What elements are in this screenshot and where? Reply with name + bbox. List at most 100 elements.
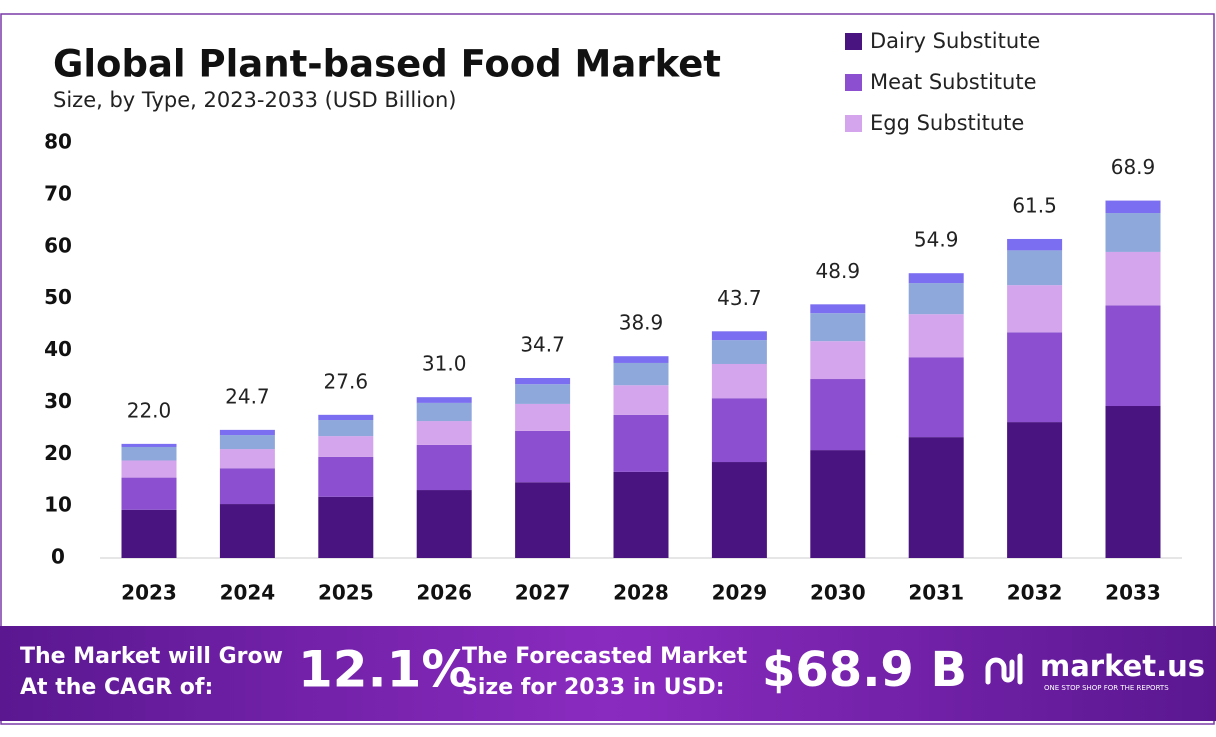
bar-segment [1105,213,1161,252]
x-tick-label: 2030 [810,581,866,605]
bar-segment [1105,305,1161,407]
total-label: 24.7 [225,384,270,408]
bar-segment [613,414,669,472]
total-label: 38.9 [619,311,664,335]
y-tick-label: 0 [51,545,65,569]
footer-band [0,626,1216,721]
bar-segment [318,414,374,421]
forecast-text: Size for 2033 in USD: [462,675,725,700]
chart-subtitle: Size, by Type, 2023-2033 (USD Billion) [53,88,456,112]
y-tick-label: 60 [44,233,72,257]
bar-segment [318,420,374,437]
bar-segment [219,435,275,450]
x-tick-label: 2028 [613,581,669,605]
y-tick-label: 10 [44,493,72,517]
bar-segment [515,482,571,558]
bar-segment [318,456,374,497]
bar-segment [810,313,866,342]
legend-swatch [845,74,862,91]
bar-segment [121,443,177,447]
bar-segment [219,449,275,469]
logo: market.us [1040,649,1205,683]
y-tick-label: 40 [44,337,72,361]
bar-segment [711,340,767,364]
y-tick-label: 70 [44,181,72,205]
total-label: 43.7 [717,286,762,310]
logo-tagline: ONE STOP SHOP FOR THE REPORTS [1044,684,1169,692]
bar-segment [1105,406,1161,558]
bar-segment [810,341,866,380]
x-tick-label: 2027 [515,581,571,605]
forecast-value: $68.9 B [762,642,967,698]
total-label: 68.9 [1111,155,1156,179]
bar-segment [515,377,571,385]
bar-segment [416,397,472,403]
bar-segment [810,379,866,451]
bar-segment [1007,285,1063,333]
bar-segment [810,450,866,558]
bar-segment [121,446,177,461]
bar-segment [810,304,866,314]
bar-segment [908,283,964,315]
bar-segment [908,273,964,284]
x-tick-label: 2024 [220,581,276,605]
bar-segment [318,436,374,457]
x-tick-label: 2025 [318,581,374,605]
bar-segment [711,363,767,399]
bar-segment [613,362,669,386]
total-label: 22.0 [127,398,172,422]
bar-segment [613,356,669,363]
bar-segment [908,314,964,358]
bar-segment [416,402,472,422]
bar-segment [416,421,472,445]
bar-segment [515,430,571,483]
y-tick-label: 80 [44,130,72,154]
bar-segment [416,444,472,491]
bar-segment [219,429,275,436]
logo-icon [985,653,1023,685]
x-tick-label: 2023 [121,581,177,605]
bar-segment [613,471,669,558]
x-tick-label: 2032 [1007,581,1063,605]
bar-segment [121,509,177,558]
y-tick-label: 20 [44,441,72,465]
legend-label: Dairy Substitute [870,29,1040,53]
chart-title: Global Plant-based Food Market [53,43,721,86]
total-label: 54.9 [914,228,959,252]
bar-segment [908,437,964,558]
bar-segment [515,384,571,404]
bar-segment [1007,332,1063,423]
x-tick-label: 2031 [908,581,964,605]
total-label: 34.7 [520,332,565,356]
cagr-text: The Market will Grow [20,644,283,669]
bar-segment [1007,422,1063,558]
legend-swatch [845,115,862,132]
forecast-text: The Forecasted Market [462,644,748,669]
bar-segment [219,468,275,505]
bar-segment [1105,200,1161,214]
total-label: 27.6 [324,369,369,393]
y-tick-label: 30 [44,389,72,413]
bar-segment [711,331,767,341]
bar-segment [613,385,669,415]
bar-segment [515,403,571,431]
bar-segment [219,504,275,558]
bar-segment [908,357,964,438]
bar-segment [416,490,472,558]
y-tick-label: 50 [44,285,72,309]
legend-label: Meat Substitute [870,70,1037,94]
total-label: 31.0 [422,352,467,376]
total-label: 48.9 [816,259,861,283]
x-tick-label: 2026 [416,581,472,605]
x-tick-label: 2033 [1105,581,1161,605]
cagr-value: 12.1% [298,641,471,699]
bar-segment [711,462,767,558]
bar-segment [318,496,374,558]
bar-segment [121,460,177,478]
bar-segment [121,477,177,510]
legend-swatch [845,33,862,50]
x-tick-label: 2029 [712,581,768,605]
bar-segment [1007,250,1063,286]
